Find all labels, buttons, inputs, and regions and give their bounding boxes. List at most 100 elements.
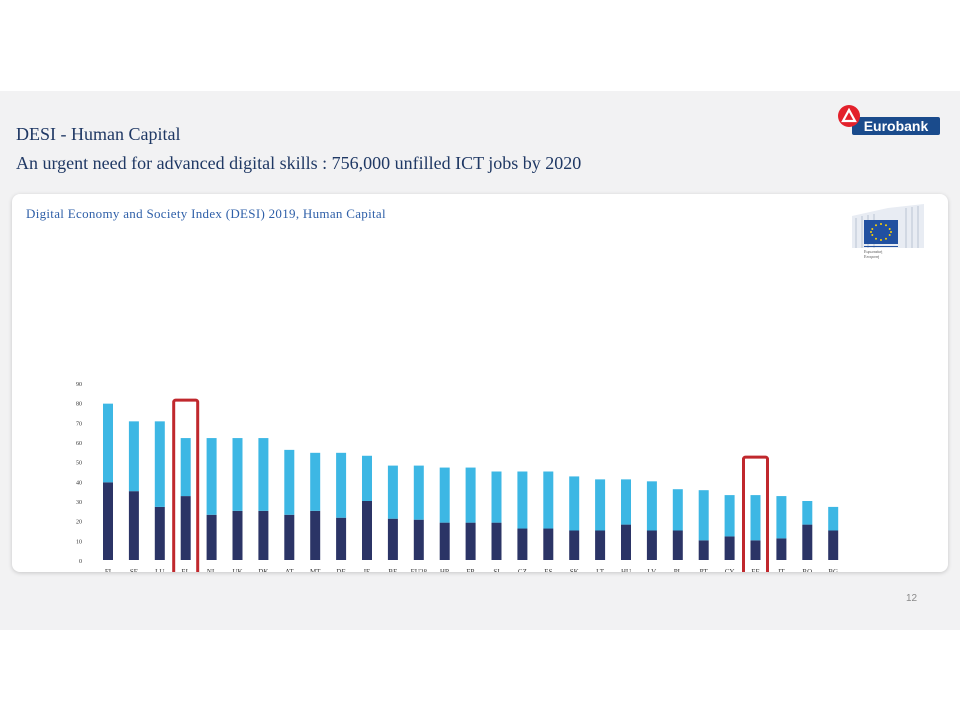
- y-tick-label: 0: [79, 559, 82, 565]
- bar-internet-user-skills-ie: [362, 455, 372, 501]
- x-tick-label: FI: [105, 568, 112, 572]
- eu-caption-line-2: Επιτροπή: [864, 254, 879, 259]
- bar-internet-user-skills-cy: [724, 495, 735, 537]
- bar-advanced-skills-sk: [569, 530, 580, 560]
- x-tick-label: SK: [570, 568, 579, 572]
- x-tick-label: ES: [544, 568, 552, 572]
- highlight-box-ee: [742, 455, 769, 572]
- bar-advanced-skills-de: [336, 517, 347, 560]
- bar-advanced-skills-uk: [232, 510, 243, 560]
- y-tick-label: 90: [76, 382, 82, 388]
- x-tick-label: IT: [778, 568, 785, 572]
- x-tick-label: SE: [130, 568, 138, 572]
- bar-advanced-skills-dk: [258, 510, 269, 560]
- x-tick-label: LU: [155, 568, 164, 572]
- bar-internet-user-skills-hu: [621, 479, 631, 525]
- bar-internet-user-skills-sk: [569, 476, 580, 531]
- y-axis: 0 10 20 30 40 50 60 70 80 90: [76, 382, 82, 565]
- eurobank-logo: Eurobank: [838, 105, 944, 137]
- bar-advanced-skills-be: [387, 518, 398, 560]
- y-tick-label: 50: [76, 461, 82, 467]
- bar-advanced-skills-lv: [646, 530, 657, 560]
- x-tick-label: CZ: [518, 568, 527, 572]
- stacked-bar-chart: 0 10 20 30 40 50 60 70 80 90 FI SE LU EL NL UK DK AT MT DE…: [76, 382, 839, 572]
- bar-internet-user-skills-mt: [310, 452, 321, 511]
- x-tick-label: HR: [440, 568, 450, 572]
- x-tick-label: DE: [336, 568, 345, 572]
- bar-advanced-skills-fi: [103, 482, 113, 560]
- bar-advanced-skills-el: [180, 496, 191, 560]
- x-tick-label: AT: [285, 568, 294, 572]
- bar-advanced-skills-hr: [439, 522, 450, 560]
- y-tick-label: 70: [76, 421, 82, 427]
- bar-internet-user-skills-hr: [439, 467, 450, 523]
- slide-title: DESI - Human Capital: [16, 124, 181, 144]
- chart-card: Digital Economy and Society Index (DESI)…: [12, 194, 948, 572]
- bar-internet-user-skills-fr: [465, 467, 476, 523]
- bar-advanced-skills-ie: [362, 501, 372, 560]
- bar-internet-user-skills-ro: [802, 501, 813, 525]
- y-tick-label: 20: [76, 520, 82, 526]
- bar-advanced-skills-fr: [465, 522, 476, 560]
- x-tick-label: EL: [181, 568, 190, 572]
- bar-advanced-skills-lu: [154, 506, 165, 560]
- chart-title: Digital Economy and Society Index (DESI)…: [26, 206, 386, 221]
- bar-advanced-skills-es: [543, 528, 554, 560]
- european-commission-logo: Ευρωπαϊκή Επιτροπή: [846, 204, 928, 262]
- x-tick-label: DK: [258, 568, 268, 572]
- bar-internet-user-skills-fi: [103, 403, 113, 483]
- bar-internet-user-skills-it: [776, 496, 787, 539]
- x-tick-label: HU: [621, 568, 631, 572]
- x-axis-labels: FI SE LU EL NL UK DK AT MT DE IE BE EU28 HR FR SI CZ ES SK…: [105, 568, 838, 572]
- bar-internet-user-skills-dk: [258, 438, 269, 511]
- bar-advanced-skills-pt: [698, 540, 709, 560]
- bar-internet-user-skills-lv: [646, 481, 657, 531]
- y-tick-label: 60: [76, 441, 82, 447]
- bar-internet-user-skills-uk: [232, 438, 243, 511]
- y-tick-label: 40: [76, 480, 82, 486]
- bar-advanced-skills-at: [284, 514, 295, 560]
- bar-advanced-skills-hu: [621, 524, 631, 560]
- y-tick-label: 80: [76, 402, 82, 408]
- bar-internet-user-skills-ee: [750, 495, 761, 541]
- x-tick-label: SI: [493, 568, 500, 572]
- highlight-boxes: [172, 398, 769, 572]
- slide-subtitle: An urgent need for advanced digital skil…: [16, 153, 582, 173]
- bar-internet-user-skills-de: [336, 452, 347, 518]
- bar-advanced-skills-lt: [595, 530, 606, 560]
- bar-internet-user-skills-eu28: [413, 465, 424, 520]
- bar-internet-user-skills-se: [128, 421, 139, 492]
- x-tick-label: LV: [648, 568, 657, 572]
- bar-advanced-skills-cy: [724, 536, 735, 560]
- bar-advanced-skills-si: [491, 522, 502, 560]
- bar-advanced-skills-mt: [310, 510, 321, 560]
- highlight-box-el: [172, 398, 200, 572]
- bar-internet-user-skills-pl: [672, 489, 683, 531]
- y-tick-label: 30: [76, 500, 82, 506]
- bar-internet-user-skills-cz: [517, 471, 528, 529]
- x-tick-label: BG: [828, 568, 838, 572]
- x-tick-label: NL: [207, 568, 216, 572]
- bar-internet-user-skills-at: [284, 449, 295, 515]
- x-tick-label: FR: [466, 568, 475, 572]
- bar-internet-user-skills-es: [543, 471, 554, 529]
- bar-advanced-skills-eu28: [413, 519, 424, 560]
- bar-internet-user-skills-nl: [206, 438, 217, 515]
- x-tick-label: PL: [674, 568, 682, 572]
- eurobank-emblem-icon: [838, 105, 860, 127]
- bar-advanced-skills-ee: [750, 540, 761, 560]
- x-tick-label: UK: [232, 568, 242, 572]
- x-tick-label: MT: [310, 568, 321, 572]
- bar-advanced-skills-se: [128, 491, 139, 560]
- x-tick-label: EE: [751, 568, 760, 572]
- bar-internet-user-skills-lt: [595, 479, 606, 531]
- x-tick-label: CY: [725, 568, 735, 572]
- bar-internet-user-skills-be: [387, 465, 398, 519]
- y-tick-label: 10: [76, 539, 82, 545]
- x-tick-label: BE: [388, 568, 397, 572]
- bar-advanced-skills-it: [776, 538, 787, 560]
- bar-advanced-skills-bg: [828, 530, 839, 560]
- bar-advanced-skills-nl: [206, 514, 217, 560]
- eu-stars-icon: [870, 223, 892, 241]
- bar-internet-user-skills-lu: [154, 421, 165, 507]
